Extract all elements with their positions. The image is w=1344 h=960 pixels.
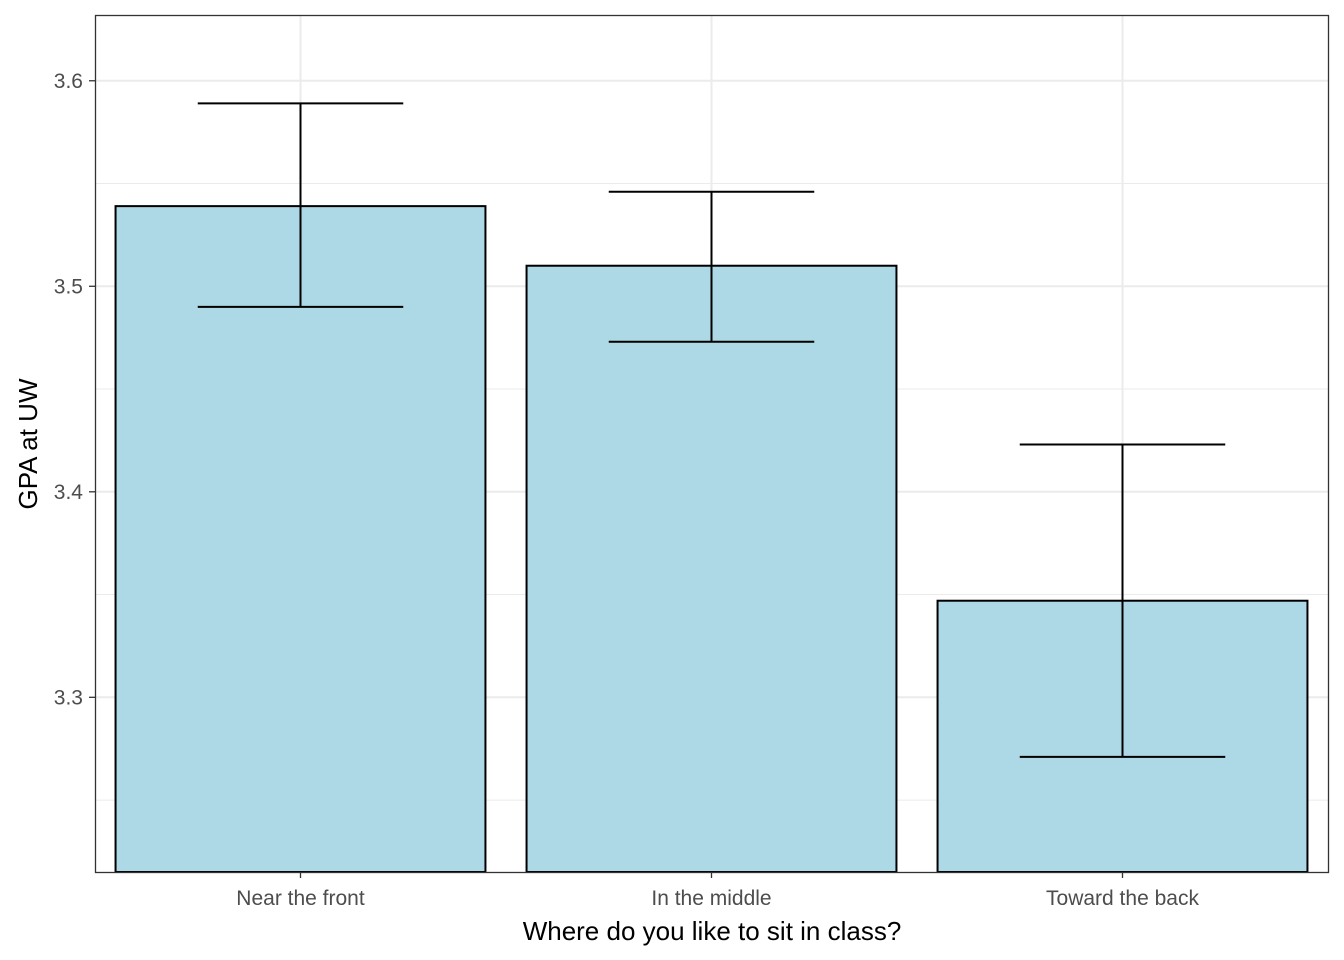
x-axis-label: Where do you like to sit in class?	[523, 916, 902, 946]
y-tick-label: 3.3	[54, 686, 83, 709]
x-tick-label: In the middle	[651, 887, 771, 910]
x-tick-label: Near the front	[236, 887, 365, 910]
y-tick-label: 3.4	[54, 481, 84, 504]
y-tick-label: 3.6	[54, 70, 83, 93]
bar	[114, 205, 487, 873]
x-axis: Near the front In the middle Toward the ba…	[236, 872, 1199, 910]
bar	[525, 264, 898, 873]
error-bar	[608, 190, 815, 343]
y-axis: 3.3 3.4 3.5 3.6	[54, 70, 95, 709]
error-bar	[1019, 443, 1226, 758]
x-tick-label: Toward the back	[1046, 887, 1199, 910]
bars	[114, 205, 1309, 873]
y-axis-label: GPA at UW	[13, 378, 43, 509]
error-bar	[197, 102, 404, 308]
error-bars	[197, 102, 1226, 758]
y-tick-label: 3.5	[54, 275, 83, 298]
